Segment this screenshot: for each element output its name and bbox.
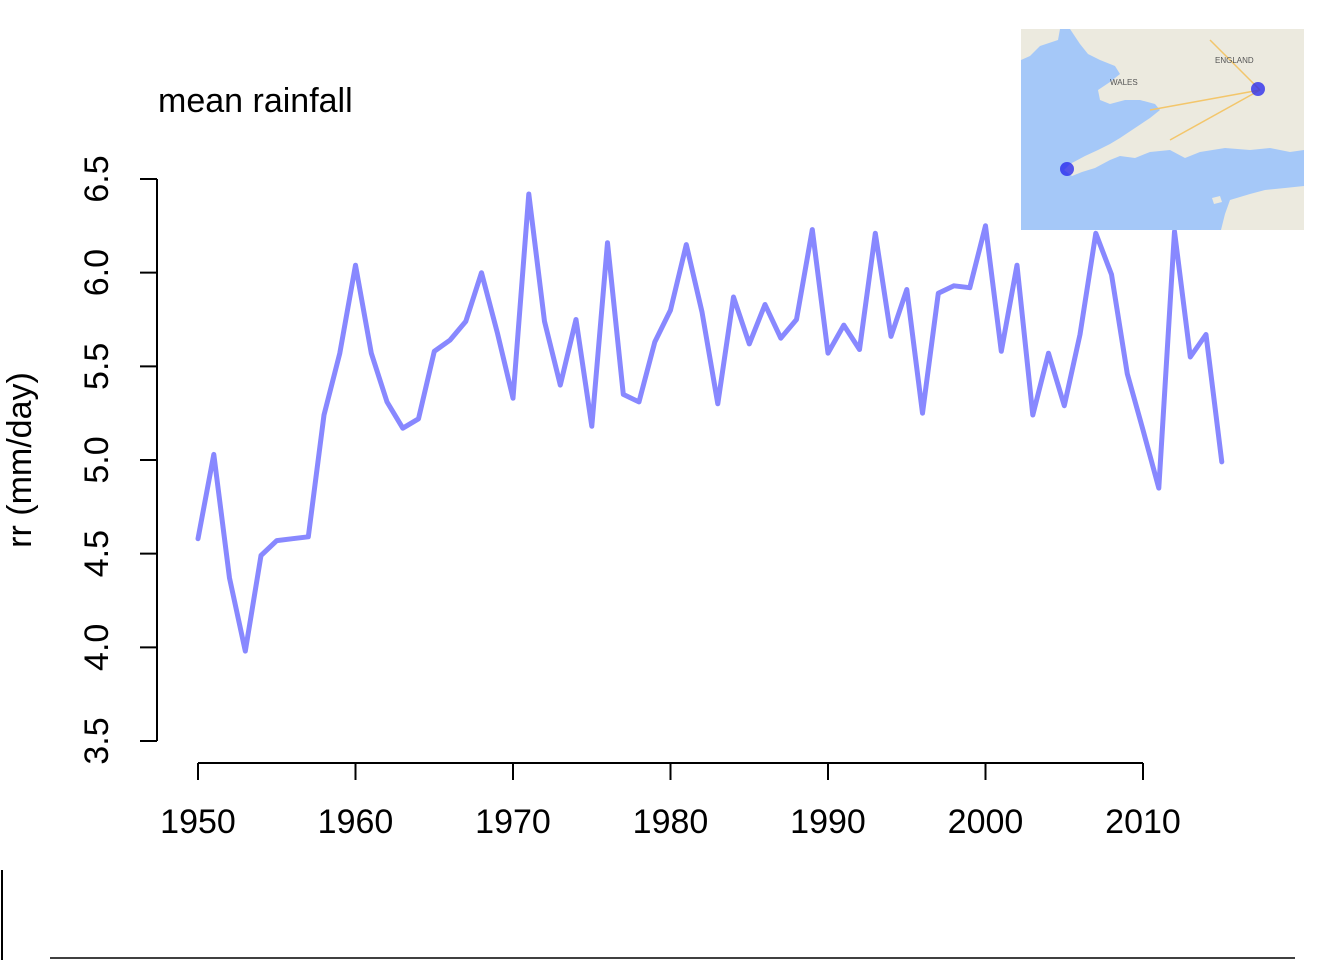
x-tick-label: 1990	[790, 803, 866, 841]
map-land-france	[1221, 186, 1304, 230]
map-road	[1209, 39, 1261, 91]
y-tick-label: 6.5	[78, 155, 116, 202]
x-axis-ticks: 1950 1960 1970 1980 1990 2000 2010	[160, 763, 1181, 841]
map-land-wales-north	[1021, 29, 1060, 60]
x-tick-label: 1950	[160, 803, 236, 841]
location-marker-london	[1251, 82, 1265, 96]
y-tick-label: 4.0	[78, 624, 116, 671]
y-tick-label: 6.0	[78, 249, 116, 296]
rainfall-series-line	[195, 191, 1225, 654]
y-tick-label: 5.0	[78, 436, 116, 483]
x-tick-label: 1980	[633, 803, 709, 841]
map-label-wales: WALES	[1110, 78, 1138, 87]
map-label-england: ENGLAND	[1215, 56, 1254, 65]
y-tick-label: 4.5	[78, 530, 116, 577]
y-tick-label: 3.5	[78, 717, 116, 764]
x-tick-label: 2010	[1105, 803, 1181, 841]
inset-map: WALES ENGLAND	[1021, 29, 1304, 230]
y-axis-title: rr (mm/day)	[1, 372, 39, 548]
map-land-england-wales	[1064, 29, 1304, 176]
x-tick-label: 1970	[475, 803, 551, 841]
x-tick-label: 2000	[948, 803, 1024, 841]
x-tick-label: 1960	[318, 803, 394, 841]
y-tick-label: 5.5	[78, 343, 116, 390]
map-road	[1169, 89, 1261, 141]
map-road	[1149, 89, 1261, 111]
y-axis-ticks: 3.5 4.0 4.5 5.0 5.5 6.0 6.5	[78, 155, 157, 765]
map-land-channel-islands	[1212, 196, 1222, 204]
chart-title: mean rainfall	[158, 82, 353, 120]
location-marker-cornwall	[1060, 162, 1074, 176]
